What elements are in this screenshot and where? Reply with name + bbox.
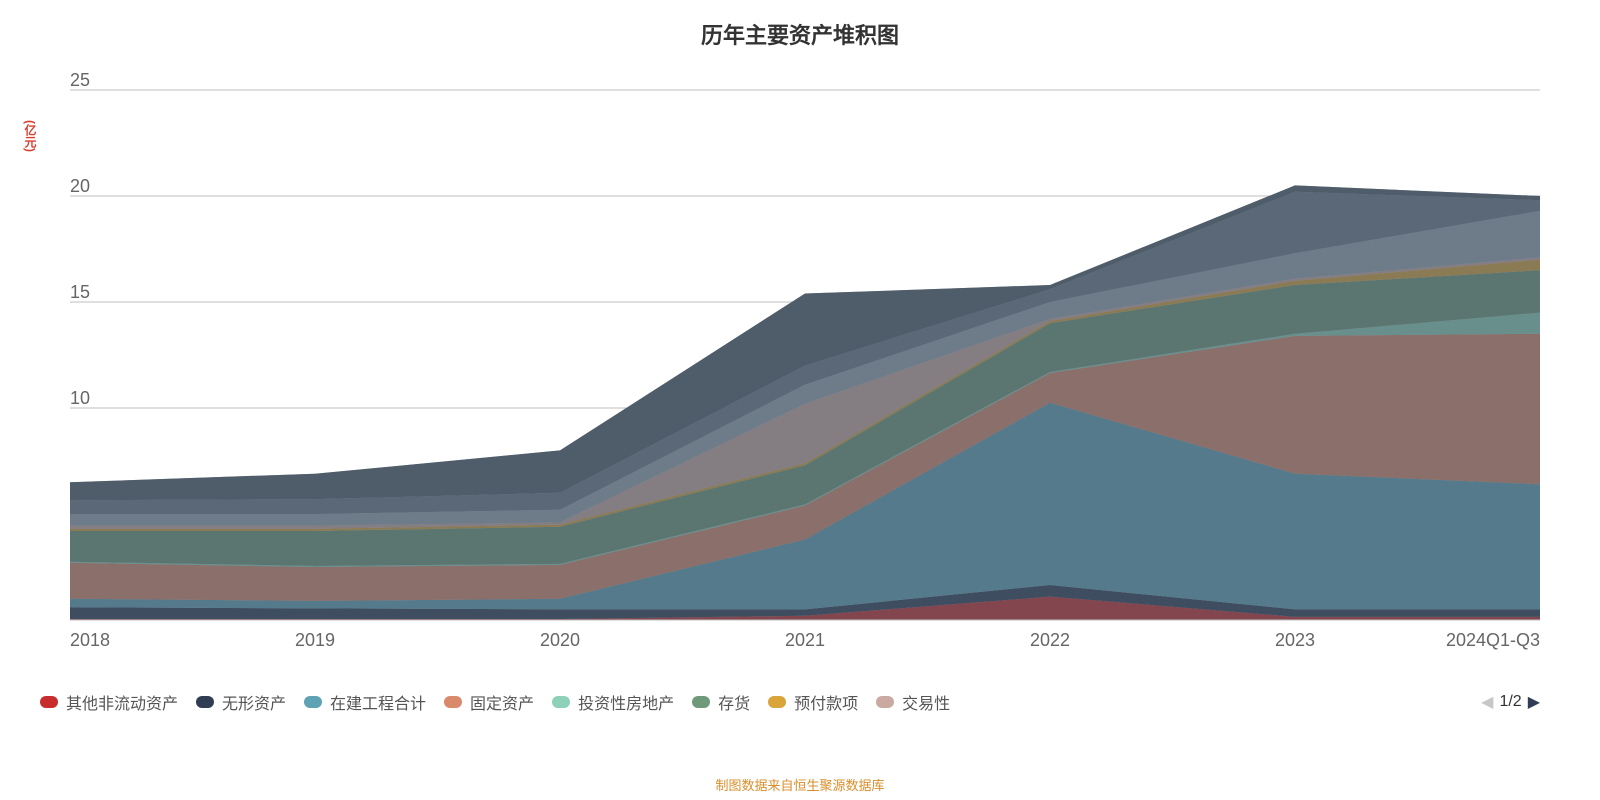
- data-source-footer: 制图数据来自恒生聚源数据库: [715, 775, 884, 794]
- svg-text:2020: 2020: [540, 630, 580, 650]
- legend-item[interactable]: 固定资产: [444, 690, 534, 714]
- legend-item[interactable]: 存货: [692, 690, 750, 714]
- stacked-area-chart: 05101520252018201920202021202220232024Q1…: [0, 0, 1600, 800]
- svg-text:25: 25: [70, 70, 90, 90]
- svg-text:15: 15: [70, 282, 90, 302]
- svg-text:20: 20: [70, 176, 90, 196]
- legend-swatch: [304, 696, 322, 708]
- svg-text:2023: 2023: [1275, 630, 1315, 650]
- legend-label: 预付款项: [794, 690, 858, 714]
- svg-text:10: 10: [70, 388, 90, 408]
- legend-label: 投资性房地产: [578, 690, 674, 714]
- legend-item[interactable]: 无形资产: [196, 690, 286, 714]
- legend-label: 无形资产: [222, 690, 286, 714]
- legend-next-button[interactable]: ▶: [1528, 692, 1540, 712]
- svg-text:2018: 2018: [70, 630, 110, 650]
- legend-item[interactable]: 预付款项: [768, 690, 858, 714]
- legend-page-indicator: 1/2: [1499, 693, 1521, 711]
- legend-label: 交易性: [902, 690, 950, 714]
- svg-text:2021: 2021: [785, 630, 825, 650]
- legend-item[interactable]: 投资性房地产: [552, 690, 674, 714]
- legend-item[interactable]: 在建工程合计: [304, 690, 426, 714]
- legend-swatch: [552, 696, 570, 708]
- legend-swatch: [196, 696, 214, 708]
- legend-swatch: [40, 696, 58, 708]
- legend-swatch: [768, 696, 786, 708]
- legend-label: 在建工程合计: [330, 690, 426, 714]
- legend-item[interactable]: 其他非流动资产: [40, 690, 178, 714]
- legend-label: 其他非流动资产: [66, 690, 178, 714]
- area-overlay: [70, 185, 1540, 620]
- svg-text:2022: 2022: [1030, 630, 1070, 650]
- legend-swatch: [876, 696, 894, 708]
- svg-text:2024Q1-Q3: 2024Q1-Q3: [1446, 630, 1540, 650]
- legend-item[interactable]: 交易性: [876, 690, 950, 714]
- legend-prev-button[interactable]: ◀: [1481, 692, 1493, 712]
- legend-swatch: [444, 696, 462, 708]
- legend-swatch: [692, 696, 710, 708]
- legend-label: 存货: [718, 690, 750, 714]
- legend: 其他非流动资产 无形资产 在建工程合计 固定资产 投资性房地产 存货 预付款项 交易性 ◀ 1/2…: [40, 690, 1540, 714]
- legend-label: 固定资产: [470, 690, 534, 714]
- svg-text:2019: 2019: [295, 630, 335, 650]
- legend-pager: ◀ 1/2 ▶: [1481, 692, 1540, 712]
